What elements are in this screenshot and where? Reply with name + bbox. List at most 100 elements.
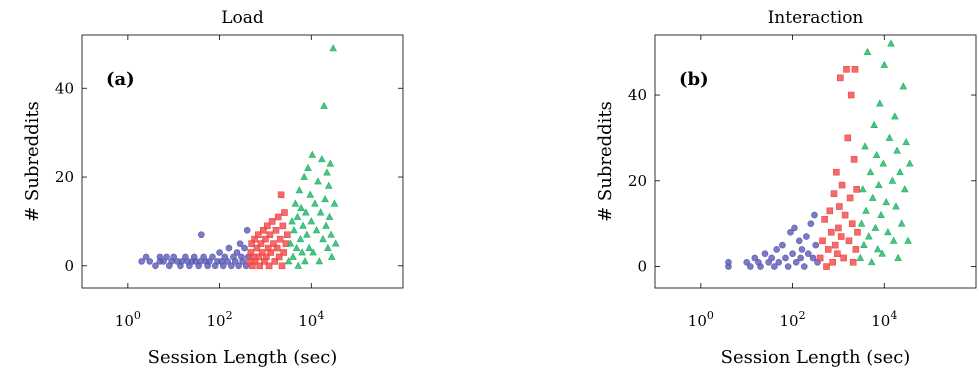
chart-2-series-2-point	[828, 228, 835, 236]
chart-2-series-2-point	[852, 246, 860, 253]
chart-1-frame	[81, 34, 404, 289]
chart-2-series-2-point	[854, 228, 861, 236]
chart-2-series-2-point	[844, 134, 852, 142]
chart-2-series-2-point	[819, 237, 826, 245]
chart-2-series-1-point	[811, 211, 818, 219]
chart-1-series-2-point	[264, 222, 271, 230]
chart-2-ytick-label: 20	[628, 172, 647, 190]
chart-2-series-3-point	[879, 159, 888, 167]
chart-2-series-1-point	[787, 228, 794, 236]
chart-1-title: Load	[221, 8, 264, 28]
chart-1-series-3-point	[329, 44, 337, 52]
chart-2-series-1-point	[747, 263, 754, 270]
chart-2-series-1-point	[779, 241, 786, 249]
chart-2-series-3-point	[892, 202, 900, 210]
chart-2-series-3-point	[867, 258, 876, 266]
chart-2-series-2-point	[833, 168, 840, 176]
chart-2-series-3-point	[902, 137, 910, 146]
chart-2-series-3-point	[868, 193, 877, 201]
chart-1-series-3-point	[314, 177, 322, 185]
chart-1-series-2-point	[280, 249, 287, 256]
chart-2-series-3-point	[884, 228, 892, 236]
chart-1-series-2-point	[263, 253, 270, 261]
chart-2-xtick-label: 102	[780, 309, 806, 330]
chart-1-series-3-point	[319, 234, 327, 243]
chart-1-series-3-point	[326, 159, 335, 167]
chart-2-series-1-point	[800, 263, 808, 270]
chart-2-series-1-point	[725, 258, 732, 266]
chart-1-series-1-point	[236, 240, 244, 247]
chart-1-series-3-point	[296, 234, 305, 243]
chart-2-series-3-point	[870, 120, 878, 128]
chart-2-series-3-point	[871, 223, 880, 231]
chart-1-series-3-point	[305, 243, 313, 251]
chart-2-series-1-point	[773, 246, 780, 253]
chart-2-series-2-point	[826, 207, 834, 215]
chart-1-series-1-point	[235, 262, 242, 270]
chart-2-series-1-point	[812, 241, 820, 249]
chart-2-series-1-point	[809, 254, 817, 262]
chart-2-series-3-point	[900, 185, 909, 193]
chart-1-series-1-point	[231, 258, 239, 265]
chart-2-series-1-point	[791, 224, 798, 232]
chart-1-series-1-point	[216, 249, 223, 256]
chart-1-series-1-point	[160, 258, 167, 265]
chart-1-series-2-point	[257, 240, 265, 247]
chart-2-series-3-point	[862, 206, 870, 214]
chart-1-series-3-point	[318, 155, 326, 163]
chart-1-series-1-point	[243, 226, 251, 234]
chart-1-series-1-point	[142, 253, 150, 261]
chart-1-series-3-point	[324, 243, 332, 251]
chart-2-series-3-point	[899, 82, 908, 90]
chart-1-series-3-point	[308, 150, 317, 158]
chart-1-series-3-point	[292, 243, 301, 251]
chart-2-series-3-point	[861, 142, 869, 150]
chart-1-series-1-point	[138, 258, 145, 265]
chart-2-series-3-point	[891, 112, 899, 120]
chart-1-series-3-point	[325, 212, 334, 220]
chart-1-series-2-point	[276, 235, 284, 243]
chart-1-series-1-point	[206, 258, 213, 265]
chart-2-series-1-point	[768, 254, 775, 262]
chart-1-series-2-point	[266, 231, 274, 239]
chart-1-series-3-point	[284, 257, 293, 265]
chart-2-series-3-point	[878, 249, 886, 257]
chart-1-series-3-point	[306, 190, 315, 198]
chart-1-series-2-point	[272, 226, 280, 234]
chart-2-series-2-point	[838, 181, 846, 189]
chart-1-series-1-point	[170, 253, 178, 261]
chart-2-series-2-point	[836, 203, 843, 210]
chart-2-series-2-point	[835, 224, 842, 232]
chart-1-xtick-label: 100	[115, 309, 141, 330]
chart-1-ytick-label: 0	[64, 257, 74, 275]
chart-1-series-3-point	[315, 257, 324, 265]
chart-2-series-1-point	[789, 250, 796, 257]
chart-2-series-3-point	[876, 99, 884, 107]
chart-1-series-3-point	[330, 199, 339, 207]
chart-1-series-3-point	[321, 194, 329, 203]
chart-1-series-3-point	[286, 239, 295, 247]
chart-1-series-1-point	[224, 258, 231, 265]
chart-1-series-3-point	[301, 257, 309, 265]
chart-1-series-3-point	[320, 101, 328, 109]
chart-1-series-2-point	[255, 253, 263, 261]
chart-1-series-1-point	[219, 262, 227, 270]
chart-1-series-3-point	[327, 230, 335, 238]
chart-2-series-2-point	[840, 254, 847, 262]
chart-1-series-3-point	[303, 230, 311, 238]
chart-2-xlabel: Session Length (sec)	[721, 347, 911, 368]
chart-2-series-1-point	[792, 258, 800, 266]
chart-2-series-3-point	[905, 159, 914, 167]
chart-2-series-3-point	[856, 253, 865, 261]
chart-1-series-2-point	[281, 209, 288, 216]
chart-1-series-3-point	[307, 217, 316, 225]
chart-1-series-3-point	[300, 172, 308, 180]
chart-1-series-3-point	[298, 248, 306, 256]
chart-2: Interaction (b) 0 20 40 100 102 104 Session Leng…	[595, 8, 977, 368]
chart-2-series-3-point	[863, 47, 872, 56]
chart-2-series-3-point	[887, 39, 895, 47]
chart-2-series-3-point	[893, 146, 901, 154]
chart-2-series-2-point	[831, 241, 839, 249]
chart-1-series-2-point	[256, 262, 263, 270]
